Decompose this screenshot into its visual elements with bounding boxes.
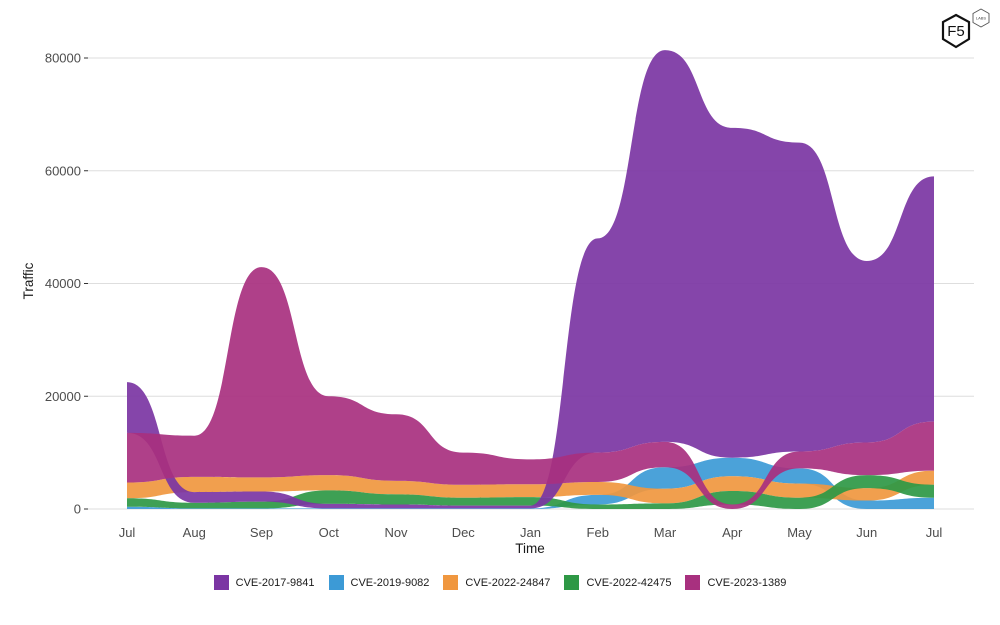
legend-label: CVE-2022-42475 (586, 576, 672, 589)
area-cve-2019-9082 (127, 457, 934, 509)
area-cve-2022-42475 (127, 475, 934, 509)
x-tick-label: Dec (452, 525, 476, 540)
legend-item: CVE-2022-42475 (564, 575, 671, 590)
legend-swatch (685, 575, 701, 590)
area-cve-2023-1389 (127, 267, 934, 509)
area-cve-2017-9841 (127, 50, 934, 509)
hexagon-icon (941, 13, 971, 49)
x-tick-label: Sep (250, 525, 273, 540)
area-series (127, 50, 934, 509)
legend-label: CVE-2022-24847 (465, 576, 551, 589)
legend-label: CVE-2017-9841 (235, 576, 315, 589)
y-axis-title: Traffic (21, 262, 36, 299)
legend-item: CVE-2017-9841 (213, 575, 315, 590)
x-tick-label: Apr (722, 525, 743, 540)
x-tick-label: Aug (183, 525, 206, 540)
legend-swatch (328, 575, 344, 590)
labs-badge-icon (972, 8, 990, 28)
y-tick-label: 0 (74, 502, 81, 517)
area-cve-2022-24847 (127, 470, 934, 504)
legend-label: CVE-2023-1389 (707, 576, 787, 589)
x-tick-label: Jul (926, 525, 943, 540)
x-tick-label: May (787, 525, 812, 540)
x-tick-label: Mar (654, 525, 677, 540)
x-axis-title: Time (515, 541, 545, 556)
y-tick-label: 20000 (45, 389, 81, 404)
legend-item: CVE-2023-1389 (685, 575, 786, 590)
legend-swatch (213, 575, 229, 590)
x-tick-label: Jun (856, 525, 877, 540)
legend-label: CVE-2019-9082 (350, 576, 430, 589)
x-tick-label: Oct (319, 525, 340, 540)
legend-swatch (443, 575, 459, 590)
y-tick-label: 40000 (45, 276, 81, 291)
y-axis: 0 20000 40000 60000 80000 (45, 51, 88, 517)
x-tick-label: Feb (587, 525, 609, 540)
x-axis: Jul Aug Sep Oct Nov Dec Jan Feb Mar Apr May Jun Jul (119, 525, 943, 540)
logo-text: F5 (947, 23, 965, 40)
y-tick-label: 80000 (45, 51, 81, 66)
x-tick-label: Nov (384, 525, 408, 540)
legend-swatch (564, 575, 580, 590)
legend-item: CVE-2019-9082 (328, 575, 430, 590)
y-tick-label: 60000 (45, 163, 81, 178)
x-tick-label: Jul (119, 525, 136, 540)
f5-labs-logo: F5 LABS (941, 8, 990, 49)
legend: CVE-2017-9841 CVE-2019-9082 CVE-2022-24847… (0, 575, 1000, 590)
legend-item: CVE-2022-24847 (443, 575, 550, 590)
x-tick-label: Jan (520, 525, 541, 540)
logo-badge-text: LABS (976, 16, 987, 21)
